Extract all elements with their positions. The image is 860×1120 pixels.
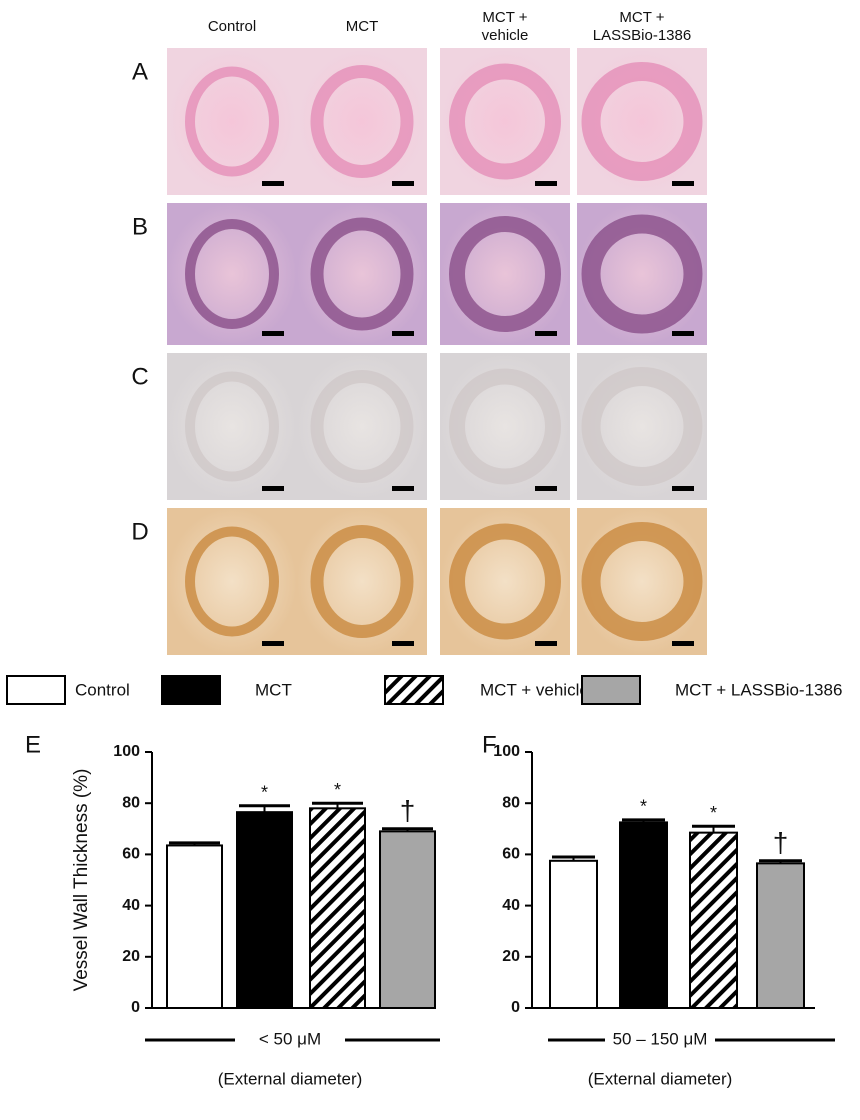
x-axis-label: 50 – 150 μM xyxy=(613,1029,708,1048)
vessel-wall xyxy=(310,217,414,331)
bar xyxy=(619,821,668,1010)
row-label: B xyxy=(132,213,148,240)
scale-bar xyxy=(672,641,694,646)
legend-swatch xyxy=(581,675,641,705)
scale-bar xyxy=(262,486,284,491)
scale-bar xyxy=(392,181,414,186)
significance-mark: * xyxy=(710,803,717,823)
row-label: D xyxy=(131,518,148,545)
bar xyxy=(379,830,436,1009)
vessel-wall xyxy=(310,65,414,178)
panel-label: F xyxy=(482,731,497,758)
column-header: MCT + xyxy=(482,9,527,26)
row-label: A xyxy=(132,58,148,85)
vessel-wall xyxy=(310,370,414,483)
scale-bar xyxy=(672,486,694,491)
significance-mark: * xyxy=(640,797,647,817)
panel-label: E xyxy=(25,731,41,758)
significance-mark: * xyxy=(261,783,268,803)
y-tick-label: 20 xyxy=(502,948,520,965)
y-tick-label: 80 xyxy=(122,794,140,811)
column-header: LASSBio-1386 xyxy=(593,27,691,44)
y-tick-label: 40 xyxy=(122,897,140,914)
vessel-wall xyxy=(449,523,561,640)
bar xyxy=(756,862,805,1009)
vessel-wall xyxy=(581,367,703,486)
y-tick-label: 0 xyxy=(131,999,140,1016)
column-header: MCT xyxy=(346,18,379,35)
y-tick-label: 80 xyxy=(502,794,520,811)
bar xyxy=(236,811,293,1009)
vessel-wall xyxy=(310,525,414,638)
column-header: Control xyxy=(208,18,256,35)
vessel-wall xyxy=(581,214,703,334)
vessel-wall xyxy=(185,526,279,637)
column-header: MCT + xyxy=(619,9,664,26)
scale-bar xyxy=(262,641,284,646)
vessel-wall xyxy=(449,63,561,180)
y-tick-label: 20 xyxy=(122,948,140,965)
row-label: C xyxy=(131,363,148,390)
legend-swatch xyxy=(384,675,444,705)
scale-bar xyxy=(535,181,557,186)
legend-label: Control xyxy=(75,680,130,699)
legend-swatch xyxy=(6,675,66,705)
scale-bar xyxy=(262,331,284,336)
x-axis-note: (External diameter) xyxy=(588,1069,733,1088)
scale-bar xyxy=(535,486,557,491)
vessel-wall xyxy=(185,66,279,177)
scale-bar xyxy=(672,331,694,336)
vessel-wall xyxy=(449,216,561,332)
vessel-wall xyxy=(581,62,703,181)
scale-bar xyxy=(392,331,414,336)
legend-swatch xyxy=(161,675,221,705)
scale-bar xyxy=(535,641,557,646)
y-axis-label: Vessel Wall Thickness (%) xyxy=(71,769,92,992)
y-tick-label: 0 xyxy=(511,999,520,1016)
x-axis-label: < 50 μM xyxy=(259,1029,321,1048)
vessel-wall xyxy=(185,219,279,329)
y-tick-label: 60 xyxy=(502,846,520,863)
bar xyxy=(689,831,738,1010)
legend-label: MCT + vehicle xyxy=(480,680,589,699)
y-tick-label: 60 xyxy=(122,846,140,863)
y-tick-label: 100 xyxy=(493,743,520,760)
column-header: vehicle xyxy=(482,27,529,44)
scale-bar xyxy=(262,181,284,186)
legend-label: MCT xyxy=(255,680,292,699)
scale-bar xyxy=(672,181,694,186)
vessel-wall xyxy=(185,371,279,482)
significance-mark: † xyxy=(400,795,416,826)
scale-bar xyxy=(392,486,414,491)
x-axis-note: (External diameter) xyxy=(218,1069,363,1088)
y-tick-label: 100 xyxy=(113,743,140,760)
vessel-wall xyxy=(581,522,703,641)
vessel-wall xyxy=(449,368,561,485)
bar xyxy=(166,844,223,1009)
bar xyxy=(549,859,598,1009)
scale-bar xyxy=(535,331,557,336)
scale-bar xyxy=(392,641,414,646)
bar xyxy=(309,807,366,1009)
significance-mark: * xyxy=(334,780,341,800)
significance-mark: † xyxy=(773,827,789,858)
legend-label: MCT + LASSBio-1386 xyxy=(675,680,842,699)
y-tick-label: 40 xyxy=(502,897,520,914)
